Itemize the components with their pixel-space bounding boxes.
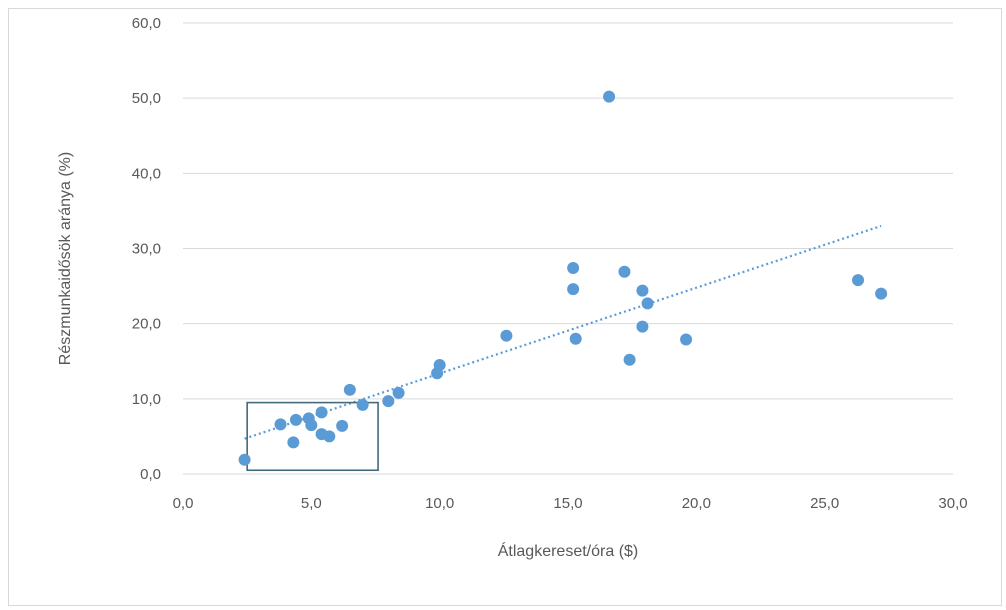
y-axis-title: Részmunkaidősök aránya (%) <box>57 152 74 365</box>
y-tick-label: 60,0 <box>132 15 161 32</box>
data-point <box>618 265 631 278</box>
y-tick-label: 20,0 <box>132 316 161 333</box>
data-point <box>356 398 369 411</box>
chart-frame <box>8 8 1002 606</box>
data-point <box>623 353 636 366</box>
data-point <box>343 383 356 396</box>
data-point <box>636 320 649 333</box>
x-tick-label: 20,0 <box>682 495 711 512</box>
data-point <box>274 418 287 431</box>
data-point <box>852 274 865 287</box>
trendline <box>244 224 882 440</box>
data-point <box>567 262 580 275</box>
data-point <box>289 413 302 426</box>
x-axis-title: Átlagkereset/óra ($) <box>498 541 639 560</box>
highlight-box <box>246 401 379 472</box>
x-tick-label: 5,0 <box>301 495 322 512</box>
data-point <box>433 359 446 372</box>
data-point <box>315 406 328 419</box>
y-tick-label: 0,0 <box>140 466 161 483</box>
x-tick-label: 15,0 <box>553 495 582 512</box>
y-tick-label: 10,0 <box>132 391 161 408</box>
x-tick-labels: 0,0 5,0 10,0 15,0 20,0 25,0 30,0 <box>173 495 968 512</box>
data-point <box>323 430 336 443</box>
data-point <box>636 284 649 297</box>
data-point <box>680 333 693 346</box>
y-tick-label: 30,0 <box>132 241 161 258</box>
y-tick-labels: 0,0 10,0 20,0 30,0 40,0 50,0 60,0 <box>132 15 161 483</box>
y-tick-label: 40,0 <box>132 165 161 182</box>
data-point <box>875 287 888 300</box>
data-point <box>287 436 300 449</box>
x-tick-label: 10,0 <box>425 495 454 512</box>
data-point <box>238 453 251 466</box>
x-tick-label: 30,0 <box>938 495 967 512</box>
x-tick-label: 0,0 <box>173 495 194 512</box>
y-tick-label: 50,0 <box>132 90 161 107</box>
data-point <box>641 297 654 310</box>
data-points <box>238 90 888 466</box>
data-point <box>603 90 616 103</box>
data-point <box>569 332 582 345</box>
data-point <box>500 329 513 342</box>
gridlines <box>183 22 953 475</box>
data-point <box>305 419 318 432</box>
data-point <box>382 395 395 408</box>
data-point <box>567 283 580 296</box>
x-tick-label: 25,0 <box>810 495 839 512</box>
data-point <box>336 419 349 432</box>
data-point <box>392 386 405 399</box>
